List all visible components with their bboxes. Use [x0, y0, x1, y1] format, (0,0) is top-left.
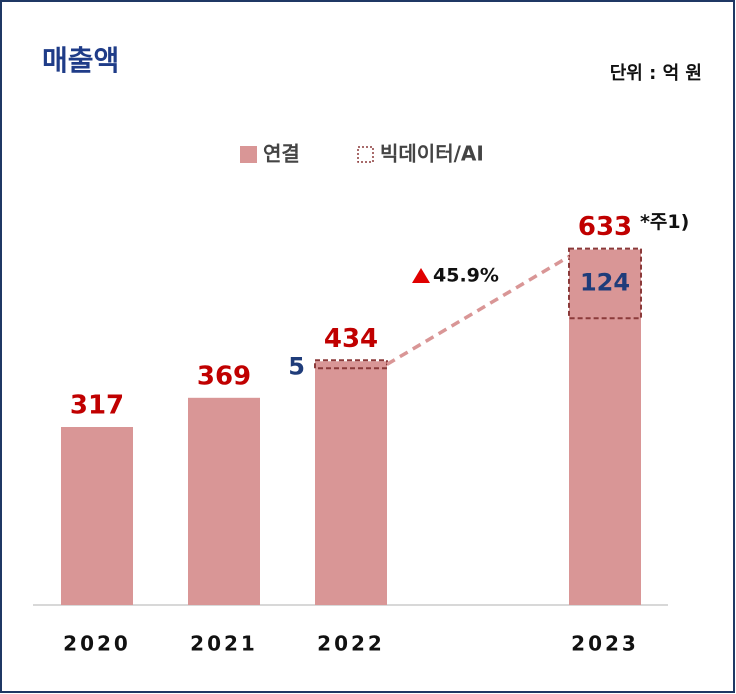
x-tick-label: 2023 — [571, 632, 639, 656]
legend-label: 연결 — [263, 142, 300, 166]
legend-swatch — [357, 146, 374, 163]
value-label: 317 — [70, 391, 124, 421]
bar — [315, 361, 387, 605]
value-label: 633 — [578, 212, 632, 242]
segment-label: 5 — [288, 352, 305, 380]
segment-label: 124 — [580, 268, 630, 296]
bar — [188, 397, 260, 605]
x-tick-label: 2020 — [63, 632, 131, 656]
chart-title: 매출액 — [42, 44, 119, 77]
trend-line — [386, 255, 570, 366]
x-tick-label: 2021 — [190, 632, 258, 656]
footnote-mark: *주1) — [640, 211, 689, 233]
x-tick-label: 2022 — [317, 632, 385, 656]
unit-label: 단위 : 억 원 — [610, 63, 702, 84]
legend-swatch — [240, 146, 257, 163]
bar — [61, 427, 133, 605]
bar — [569, 249, 641, 605]
legend-label: 빅데이터/AI — [380, 142, 484, 166]
value-label: 434 — [324, 324, 378, 354]
up-triangle — [412, 268, 430, 283]
value-label: 369 — [197, 361, 251, 391]
growth-label: 45.9% — [433, 265, 499, 287]
segment-box — [568, 247, 642, 320]
